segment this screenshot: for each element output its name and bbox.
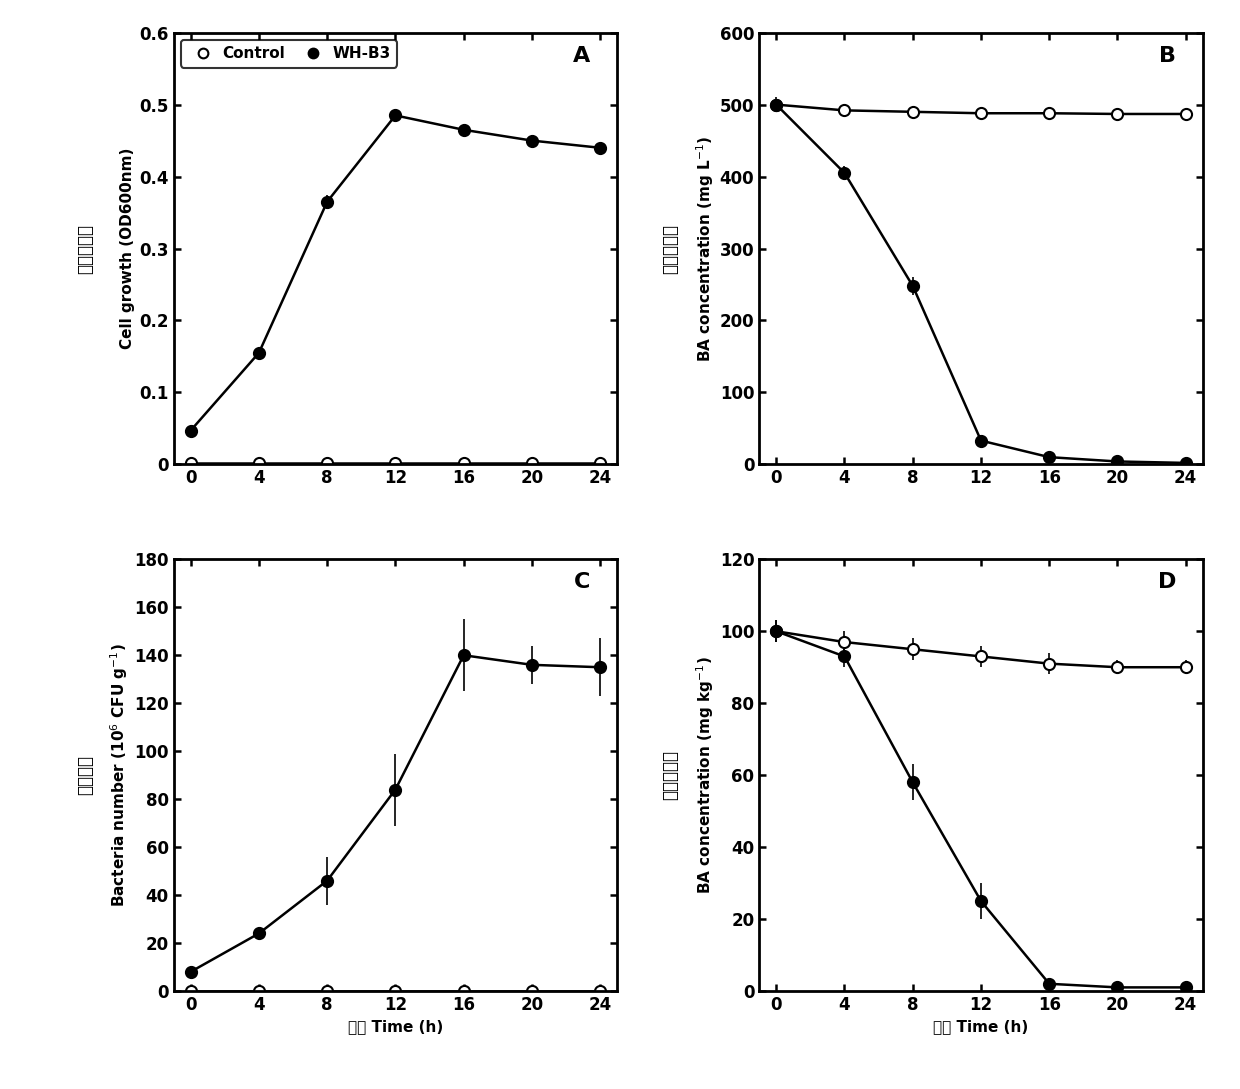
X-axis label: 时间 Time (h): 时间 Time (h) [347, 1019, 443, 1035]
Text: D: D [1158, 572, 1177, 592]
Y-axis label: BA concentration (mg L$^{-1}$): BA concentration (mg L$^{-1}$) [694, 135, 715, 362]
Text: 细菌生长量: 细菌生长量 [76, 223, 94, 273]
Text: B: B [1159, 46, 1177, 65]
Y-axis label: BA concentration (mg kg$^{-1}$): BA concentration (mg kg$^{-1}$) [694, 657, 715, 894]
Legend: Control, WH-B3: Control, WH-B3 [181, 40, 397, 68]
Text: 苯甲酸含量: 苯甲酸含量 [661, 750, 680, 800]
Text: C: C [574, 572, 590, 592]
Text: 苯甲酸含量: 苯甲酸含量 [661, 223, 680, 273]
Y-axis label: Cell growth (OD600nm): Cell growth (OD600nm) [120, 148, 135, 350]
Text: 细菌数量: 细菌数量 [76, 755, 94, 795]
X-axis label: 时间 Time (h): 时间 Time (h) [934, 1019, 1029, 1035]
Text: A: A [573, 46, 590, 65]
Y-axis label: Bacteria number (10$^{6}$ CFU g$^{-1}$): Bacteria number (10$^{6}$ CFU g$^{-1}$) [108, 644, 130, 907]
